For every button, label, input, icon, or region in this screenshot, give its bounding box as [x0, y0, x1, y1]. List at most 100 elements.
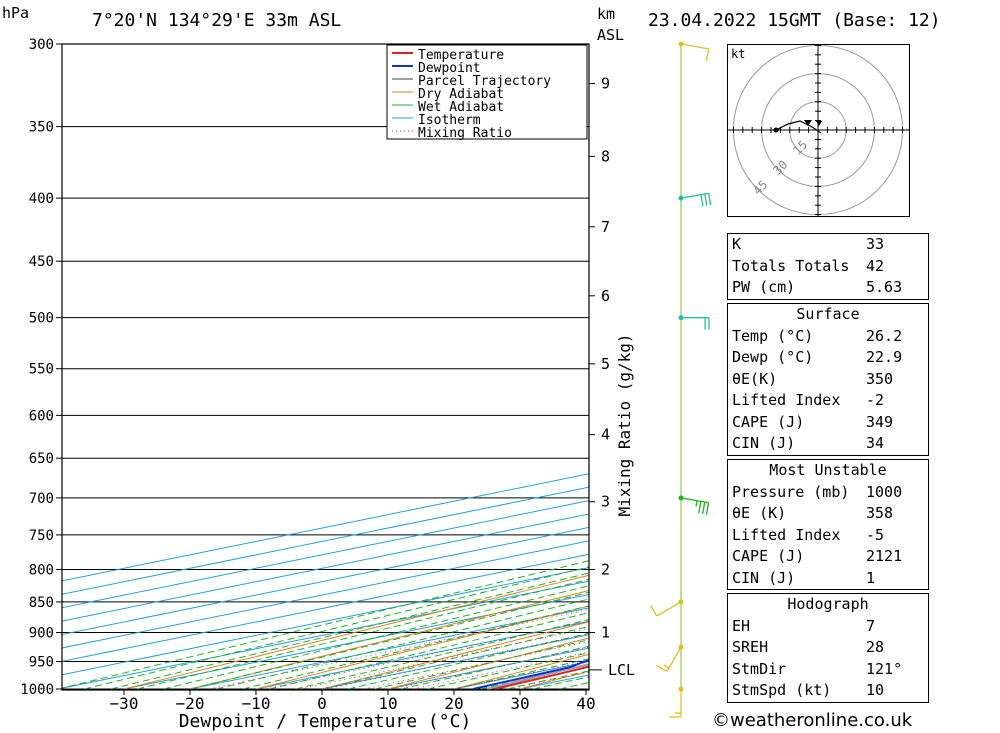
wind-barb [678, 495, 710, 515]
indices-panel: K 33 Totals Totals 42 PW (cm) 5.63 [727, 233, 929, 300]
dry-adiabat [123, 574, 589, 690]
legend-parcel: Parcel Trajectory [418, 74, 551, 89]
wind-barb [678, 41, 710, 61]
hodograph-stat-value: 121° [866, 659, 903, 678]
km-tick-label: 1 [601, 624, 610, 642]
mixing-ratio-line [363, 640, 589, 690]
legend-dry-adiabat: Dry Adiabat [418, 87, 504, 102]
most-unstable-panel: Most Unstable Pressure (mb) 1000 θE (K) 358… [727, 459, 929, 590]
pressure-tick-label: 450 [29, 254, 54, 270]
dry-adiabat [321, 621, 589, 690]
km-tick-label: 6 [601, 287, 610, 305]
surface-row: Dewp (°C) 22.9 [728, 347, 928, 369]
hodograph-title: Hodograph [787, 595, 869, 613]
isotherm [62, 580, 589, 689]
location-title: 7°20'N 134°29'E 33m ASL [92, 10, 342, 31]
most-unstable-row: CIN (J) 1 [728, 568, 928, 590]
hodograph-stat-row: StmSpd (kt) 10 [728, 680, 928, 702]
hodograph-unit: kt [731, 47, 745, 61]
x-tick-label: 30 [510, 694, 529, 713]
x-tick-label: −30 [110, 694, 139, 713]
pressure-tick-label: 900 [29, 626, 54, 642]
x-tick-label: 0 [317, 694, 327, 713]
km-tick-label: 9 [601, 75, 610, 93]
surface-row: θE(K) 350 [728, 369, 928, 391]
pressure-tick-label: 500 [29, 311, 54, 327]
legend: Temperature Dewpoint Parcel Trajectory D… [386, 44, 588, 141]
km-tick-label: 8 [601, 147, 610, 165]
x-tick-label: −20 [176, 694, 205, 713]
most-unstable-label: CAPE (J) [732, 547, 805, 565]
km-tick-label: 2 [601, 560, 610, 578]
x-tick-label: 20 [444, 694, 463, 713]
isotherm [62, 500, 589, 609]
isotherm [62, 473, 589, 582]
surface-row: Lifted Index -2 [728, 390, 928, 412]
pressure-tick-label: 700 [29, 491, 54, 507]
hodograph-storm-marker [816, 121, 822, 126]
surface-value: 349 [866, 412, 894, 431]
most-unstable-row: θE (K) 358 [728, 503, 928, 525]
pressure-tick-label: 1000 [20, 682, 54, 698]
isotherm [62, 486, 589, 595]
hodograph-end-point [773, 127, 779, 133]
hodograph-stat-label: StmSpd (kt) [732, 681, 832, 699]
x-axis-title: Dewpoint / Temperature (°C) [179, 711, 472, 732]
most-unstable-label: Pressure (mb) [732, 482, 850, 501]
legend-mixing-ratio: Mixing Ratio [418, 126, 512, 141]
legend-temperature: Temperature [418, 48, 504, 63]
legend-dewpoint: Dewpoint [418, 61, 481, 76]
surface-value: 350 [866, 369, 894, 388]
surface-label: CAPE (J) [732, 412, 805, 431]
dry-adiabat [718, 44, 720, 689]
hodograph-stat-label: StmDir [732, 659, 787, 678]
index-value: 33 [866, 235, 885, 253]
pressure-tick-label: 950 [29, 655, 54, 671]
most-unstable-value: -5 [866, 525, 885, 544]
mixing-ratio-line [208, 608, 589, 690]
most-unstable-value: 2121 [866, 547, 903, 565]
most-unstable-row: CAPE (J) 2121 [728, 546, 928, 568]
pressure-tick-label: 650 [29, 451, 54, 467]
height-unit-km: km [597, 5, 616, 23]
isotherm [62, 540, 589, 649]
index-label: PW (cm) [732, 278, 796, 296]
wet-adiabat [269, 612, 589, 690]
surface-title: Surface [796, 305, 860, 323]
x-tick-label: −10 [242, 694, 271, 713]
most-unstable-label: Lifted Index [732, 525, 841, 544]
wet-adiabat [295, 619, 589, 690]
isotherm [652, 44, 720, 689]
hodograph-stat-value: 10 [866, 681, 885, 699]
most-unstable-label: θE (K) [732, 504, 787, 522]
wet-adiabat [84, 566, 589, 690]
index-row: K 33 [728, 234, 928, 256]
most-unstable-value: 358 [866, 504, 894, 522]
wind-barb [656, 644, 684, 673]
surface-label: Temp (°C) [732, 326, 814, 345]
index-label: K [732, 235, 742, 253]
pressure-tick-label: 350 [29, 120, 54, 136]
surface-label: Lifted Index [732, 391, 841, 409]
surface-label: θE(K) [732, 369, 778, 388]
isotherm [62, 567, 589, 676]
pressure-unit-label: hPa [2, 4, 30, 22]
surface-label: CIN (J) [732, 434, 796, 452]
hodograph-stat-label: SREH [732, 638, 769, 656]
index-row: Totals Totals 42 [728, 256, 928, 278]
hodograph-stat-row: StmDir 121° [728, 659, 928, 681]
legend-wet-adiabat: Wet Adiabat [418, 100, 504, 115]
height-unit-asl: ASL [597, 26, 625, 44]
hodograph-storm-marker [804, 120, 812, 126]
skew-t-chart: 12346810152025 3003504004505005506006507… [20, 37, 720, 732]
isotherm [62, 553, 589, 662]
x-tick-label: 10 [378, 694, 397, 713]
km-tick-label: 3 [601, 493, 610, 511]
wet-adiabat [110, 572, 589, 690]
credit: ©weatheronline.co.uk [712, 710, 913, 731]
hodograph-stat-row: SREH 28 [728, 637, 928, 659]
pressure-tick-label: 550 [29, 362, 54, 378]
surface-value: -2 [866, 391, 885, 409]
most-unstable-row: Lifted Index -5 [728, 525, 928, 547]
pressure-tick-label: 600 [29, 408, 54, 424]
